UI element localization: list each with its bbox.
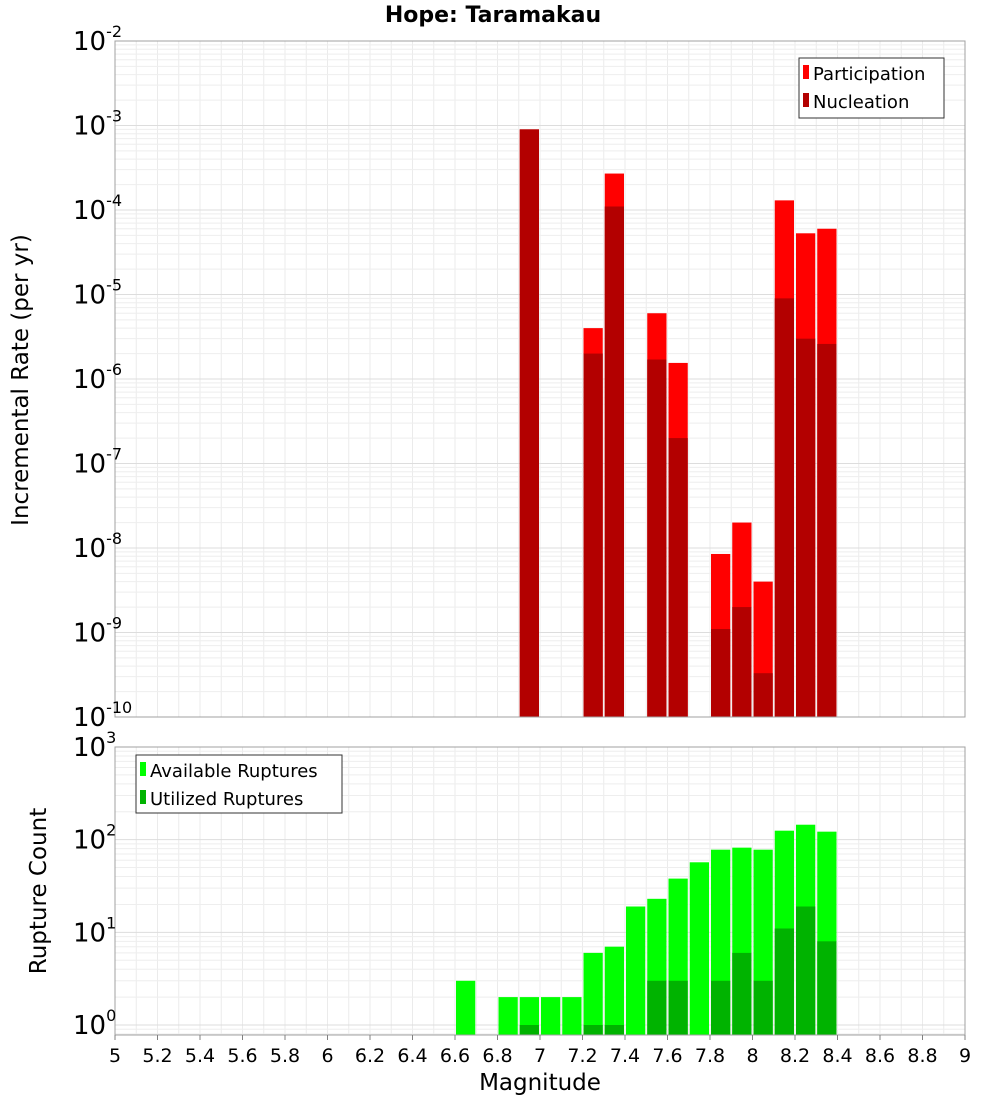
x-tick-label: 8 [746, 1045, 758, 1067]
top-bar-nucleation [604, 206, 624, 717]
x-tick-label: 5.2 [142, 1045, 172, 1067]
x-tick-label: 6.2 [355, 1045, 385, 1067]
top-bar-nucleation [774, 298, 794, 717]
x-tick-label: 8.2 [780, 1045, 810, 1067]
x-tick-label: 5.6 [227, 1045, 257, 1067]
top-bar-nucleation [583, 353, 603, 717]
x-tick-label: 9 [959, 1045, 971, 1067]
bottom-legend: Available Ruptures Utilized Ruptures [135, 754, 343, 814]
x-tick-label: 7.6 [652, 1045, 682, 1067]
x-tick-label: 5 [109, 1045, 121, 1067]
bottom-bar-available-ruptures [541, 997, 561, 1035]
x-axis-label: Magnitude [479, 1070, 601, 1096]
top-bar-nucleation [732, 607, 752, 717]
bottom-bar-available-ruptures [583, 952, 603, 1035]
top-bar-nucleation [668, 438, 688, 717]
bottom-bar-utilized-ruptures [583, 1025, 603, 1035]
chart-title: Hope: Taramakau [385, 3, 601, 28]
bottom-bar-utilized-ruptures [774, 928, 794, 1035]
top-bar-nucleation [519, 129, 539, 717]
x-tick-label: 6.4 [397, 1045, 427, 1067]
bottom-bar-utilized-ruptures [668, 980, 688, 1035]
top-y-axis-label: Incremental Rate (per yr) [8, 234, 34, 526]
x-tick-label: 5.4 [185, 1045, 215, 1067]
top-bar-nucleation [647, 359, 667, 717]
x-tick-label: 8.4 [822, 1045, 852, 1067]
x-tick-label: 8.8 [907, 1045, 937, 1067]
top-plot-frame [114, 40, 966, 718]
y-tick-label: 10-8 [73, 529, 122, 564]
y-tick-label: 10-4 [73, 191, 122, 226]
legend-label-nucleation: Nucleation [813, 92, 909, 113]
y-tick-label: 10-9 [73, 614, 122, 649]
bottom-bar-utilized-ruptures [796, 906, 816, 1035]
y-tick-label: 103 [73, 728, 116, 763]
legend-swatch-participation [803, 65, 809, 79]
bottom-bar-utilized-ruptures [604, 1025, 624, 1035]
legend-label-available-ruptures: Available Ruptures [150, 761, 318, 782]
legend-swatch-available-ruptures [140, 762, 146, 776]
y-tick-label: 10-7 [73, 445, 122, 480]
y-tick-label: 100 [73, 1006, 116, 1041]
bottom-bar-available-ruptures [689, 862, 709, 1035]
bottom-legend-box [135, 754, 343, 814]
top-bar-nucleation [753, 673, 773, 717]
x-tick-labels: 5 5.2 5.4 5.6 5.8 6 6.2 6.4 6.6 6.8 7 7.2 7.4 7.6 7.8 8… [109, 1035, 971, 1067]
bottom-bar-available-ruptures [626, 906, 646, 1035]
legend-swatch-nucleation [803, 93, 809, 107]
y-tick-label: 10-10 [73, 698, 132, 733]
x-tick-label: 7 [534, 1045, 546, 1067]
x-tick-label: 7.8 [695, 1045, 725, 1067]
bottom-y-tick-labels: 103 102 101 100 [73, 728, 116, 1041]
bottom-bar-utilized-ruptures [519, 1025, 539, 1035]
bottom-panel-grid [114, 746, 966, 1035]
y-tick-label: 10-2 [73, 22, 122, 57]
y-tick-label: 10-3 [73, 107, 122, 142]
bottom-y-axis-label: Rupture Count [26, 808, 52, 974]
top-panel-grid [114, 40, 966, 718]
top-bar-nucleation [817, 343, 837, 717]
bottom-bar-available-ruptures [456, 980, 476, 1035]
bottom-bar-available-ruptures [562, 997, 582, 1035]
bottom-bar-utilized-ruptures [647, 980, 667, 1035]
x-tick-label: 5.8 [270, 1045, 300, 1067]
bottom-panel-bars [456, 824, 837, 1035]
top-y-tick-labels: 10-2 10-3 10-4 10-5 10-6 10-7 10-8 10-9 10-10 [73, 22, 132, 733]
x-tick-label: 6.6 [440, 1045, 470, 1067]
bottom-bar-available-ruptures [498, 997, 518, 1035]
top-bar-nucleation [796, 338, 816, 717]
y-tick-label: 102 [73, 821, 116, 856]
x-tick-label: 6.8 [482, 1045, 512, 1067]
top-legend-box [798, 57, 945, 119]
bottom-bar-utilized-ruptures [817, 941, 837, 1035]
x-tick-label: 6 [321, 1045, 333, 1067]
y-tick-label: 10-5 [73, 276, 122, 311]
bottom-bar-utilized-ruptures [711, 980, 731, 1035]
legend-label-participation: Participation [813, 64, 925, 85]
top-legend: Participation Nucleation [798, 57, 945, 119]
legend-swatch-utilized-ruptures [140, 790, 146, 804]
x-tick-label: 7.2 [567, 1045, 597, 1067]
bottom-bar-utilized-ruptures [753, 980, 773, 1035]
x-tick-label: 8.6 [865, 1045, 895, 1067]
legend-label-utilized-ruptures: Utilized Ruptures [150, 789, 303, 810]
y-tick-label: 10-6 [73, 360, 122, 395]
x-tick-label: 7.4 [610, 1045, 640, 1067]
y-tick-label: 101 [73, 913, 116, 948]
bottom-bar-utilized-ruptures [732, 952, 752, 1035]
top-panel-bars [519, 129, 837, 718]
top-bar-nucleation [711, 629, 731, 717]
bottom-bar-available-ruptures [604, 946, 624, 1035]
